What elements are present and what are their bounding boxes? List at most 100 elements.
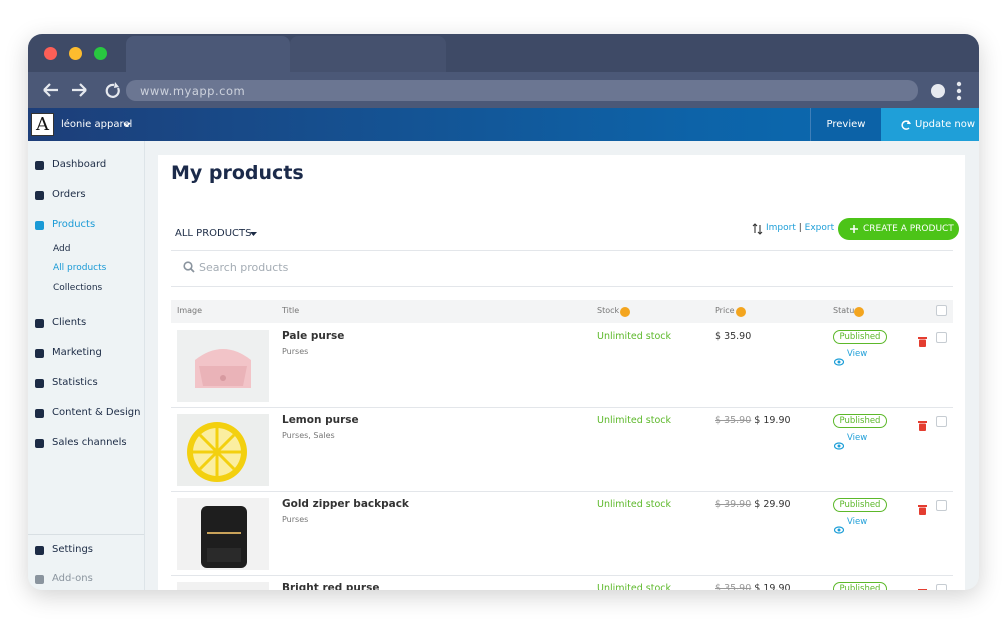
menu-icon — [35, 379, 44, 388]
help-icon — [736, 307, 746, 317]
menu-item[interactable]: Statistics — [52, 377, 98, 388]
delete-icon[interactable] — [918, 332, 927, 347]
eye-icon — [833, 351, 845, 366]
menu-icon — [35, 575, 44, 584]
price: $ 35.90 — [715, 331, 751, 342]
search-input[interactable]: Search products — [199, 261, 289, 274]
update-button[interactable] — [881, 108, 979, 141]
url: www.myapp.com — [140, 84, 246, 98]
product-title[interactable]: Pale purse — [282, 330, 345, 342]
separator: | — [798, 223, 802, 233]
status-badge: Published — [833, 330, 887, 344]
delete-icon[interactable] — [918, 416, 927, 431]
eye — [833, 358, 845, 366]
menu-item[interactable]: Add-ons — [52, 573, 93, 584]
status-badge: Published — [833, 582, 887, 590]
menu-icon — [35, 546, 44, 555]
row-checkbox[interactable] — [936, 416, 947, 427]
menu-item[interactable]: Marketing — [52, 347, 102, 358]
row-checkbox[interactable] — [936, 332, 947, 343]
row-checkbox[interactable] — [936, 584, 947, 590]
old-price: $ 35.90 — [715, 583, 752, 590]
profile[interactable] — [931, 84, 945, 98]
url-bar[interactable] — [126, 80, 918, 101]
close-dot[interactable] — [44, 47, 57, 60]
menu-item[interactable]: Orders — [52, 189, 86, 200]
create-button[interactable]: CREATE A PRODUCT — [838, 218, 959, 240]
product-title[interactable]: Bright red purse — [282, 582, 380, 590]
filter[interactable]: ALL PRODUCTS — [175, 228, 252, 239]
product-title[interactable]: Lemon purse — [282, 414, 359, 426]
import[interactable]: Import — [766, 223, 796, 233]
refresh-icon — [901, 120, 911, 130]
view-link[interactable]: View — [847, 433, 868, 443]
row-checkbox[interactable] — [936, 500, 947, 511]
menu-item[interactable]: Sales channels — [52, 437, 127, 448]
column-header: Price — [715, 306, 735, 315]
import-export: Import | Export — [766, 223, 834, 233]
stock: Unlimited stock — [597, 331, 671, 342]
menu-item[interactable]: All products — [53, 263, 107, 273]
menu-icon — [35, 161, 44, 170]
status-badge: Published — [833, 414, 887, 428]
menu-icon — [35, 439, 44, 448]
table-row[interactable]: Gold zipper backpack Purses Unlimited stoc… — [171, 492, 953, 576]
current-price: $ 35.90 — [715, 331, 752, 342]
view-link[interactable]: View — [847, 349, 868, 359]
product-photo — [177, 414, 269, 486]
delete-icon[interactable] — [918, 500, 927, 515]
table-header — [171, 300, 953, 323]
current-price: $ 19.90 — [754, 583, 791, 590]
product-image — [177, 498, 269, 570]
sort-icon — [752, 223, 763, 235]
divider — [171, 286, 953, 287]
column-header: Title — [282, 306, 300, 315]
update-label: Update now — [915, 119, 976, 130]
panel: My products ALL PRODUCTS Import | Export… — [158, 155, 965, 590]
view-link[interactable]: View — [847, 517, 868, 527]
menu-item[interactable]: Dashboard — [52, 159, 107, 170]
store-name[interactable]: léonie apparel — [61, 119, 133, 130]
product-title[interactable]: Gold zipper backpack — [282, 498, 409, 510]
tab[interactable] — [126, 36, 290, 72]
menu[interactable] — [955, 80, 963, 102]
menu-item[interactable]: Add — [53, 244, 71, 254]
menu-item[interactable]: Clients — [52, 317, 87, 328]
sidebar — [28, 141, 145, 590]
preview-button[interactable]: Preview — [810, 108, 881, 141]
menu-icon — [35, 319, 44, 328]
table-row[interactable]: Pale purse Purses Unlimited stock $ 35.90 Pu… — [171, 324, 953, 408]
product-photo — [177, 330, 269, 402]
menu-item[interactable]: Products — [52, 219, 96, 230]
menu-icon — [35, 349, 44, 358]
eye-icon — [833, 519, 845, 534]
logo[interactable]: A — [31, 113, 54, 136]
old-price: $ 39.90 — [715, 499, 752, 510]
current-price: $ 19.90 — [754, 415, 791, 426]
table-row[interactable]: Bright red purse Unlimited stock $ 35.90 $ … — [171, 576, 953, 590]
browser-window: www.myapp.com A léonie apparel Preview U… — [28, 34, 979, 590]
chevron — [123, 122, 131, 127]
tab[interactable] — [290, 36, 446, 72]
product-photo — [177, 582, 269, 590]
minimize-dot[interactable] — [69, 47, 82, 60]
menu-item[interactable]: Collections — [53, 283, 103, 293]
maximize-dot[interactable] — [94, 47, 107, 60]
menu-item[interactable]: Settings — [52, 544, 94, 555]
column-header: Image — [177, 306, 203, 315]
select-all[interactable] — [936, 305, 947, 316]
product-categories: Purses, Sales — [282, 431, 335, 440]
product-categories: Purses — [282, 515, 309, 524]
export[interactable]: Export — [804, 223, 835, 233]
eye — [833, 526, 845, 534]
delete-icon[interactable] — [918, 584, 927, 590]
old-price: $ 35.90 — [715, 415, 752, 426]
current-price: $ 29.90 — [754, 499, 791, 510]
stock: Unlimited stock — [597, 499, 671, 510]
product-image — [177, 330, 269, 402]
table-row[interactable]: Lemon purse Purses, Sales Unlimited stock $… — [171, 408, 953, 492]
nav-icons[interactable] — [40, 80, 124, 100]
plus-icon — [850, 225, 858, 233]
menu-item[interactable]: Content & Design — [52, 407, 141, 418]
